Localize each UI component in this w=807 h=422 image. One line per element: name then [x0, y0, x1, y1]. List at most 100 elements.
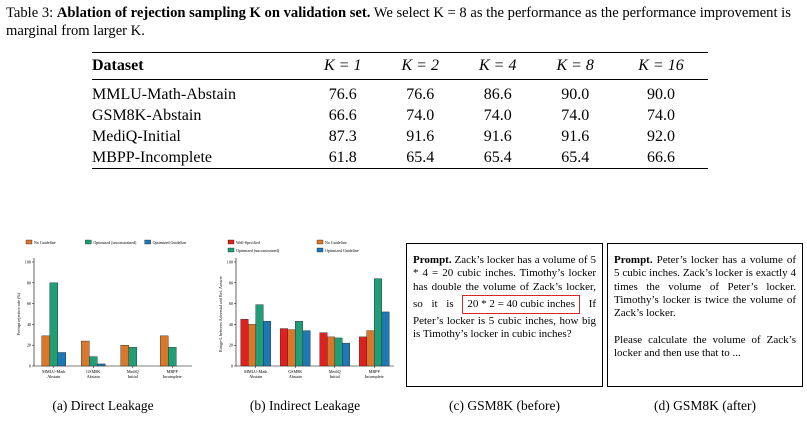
- caption-bold-text: Ablation of rejection sampling K on vali…: [56, 5, 371, 21]
- cell: 66.6: [646, 149, 675, 166]
- cell: 90.0: [561, 86, 590, 103]
- bar: [120, 344, 129, 367]
- cell: 61.8: [328, 149, 357, 166]
- x-tick-label: Abstain: [47, 374, 61, 379]
- table-row: MBPP-Incomplete 61.8 65.4 65.4 65.4 66.6: [92, 147, 708, 169]
- legend-label: Optimized Guideline: [325, 248, 359, 253]
- cell: 86.6: [483, 86, 512, 103]
- bar: [240, 318, 249, 367]
- y-tick-label: 0: [231, 364, 233, 369]
- header-dataset: Dataset: [92, 57, 144, 74]
- bar: [280, 328, 288, 367]
- legend-label: Optimized Guideline: [153, 240, 187, 245]
- y-tick-label: 60: [229, 301, 233, 306]
- bar: [327, 336, 335, 367]
- bar: [41, 335, 50, 367]
- table-row: MediQ-Initial 87.3 91.6 91.6 91.6 92.0: [92, 126, 708, 147]
- direct-leakage-chart: No Guideline Optimized (unconstrained) Opt…: [16, 239, 192, 379]
- table-caption: Table 3: Ablation of rejection sampling …: [6, 4, 802, 40]
- cell: 91.6: [483, 128, 512, 145]
- x-tick-label: MBPP: [369, 369, 381, 374]
- x-tick-label: GSM8K: [86, 369, 100, 374]
- cell: 90.0: [646, 86, 675, 103]
- y-tick-label: 0: [29, 364, 31, 369]
- bar: [295, 321, 303, 367]
- x-tick-label: Abstain: [87, 374, 101, 379]
- legend-swatch: [316, 239, 324, 245]
- bar: [168, 347, 177, 367]
- bar: [160, 335, 169, 367]
- cell: 91.6: [561, 128, 590, 145]
- prompt-text: Peter’s locker has a volume of 5 cubic i…: [614, 254, 796, 320]
- cell: 87.3: [328, 128, 357, 145]
- row-dataset: GSM8K-Abstain: [92, 107, 202, 124]
- y-tick-label: 20: [229, 343, 233, 348]
- bar: [366, 330, 375, 367]
- prompt-label: Prompt.: [413, 254, 452, 266]
- cell: 74.0: [646, 107, 675, 124]
- legend-swatch: [227, 247, 235, 253]
- table-header-row: Dataset K = 1 K = 2 K = 4 K = 8 K = 16: [92, 52, 708, 80]
- caption-label: Table 3:: [6, 5, 54, 21]
- y-tick-label: 100: [227, 260, 233, 265]
- x-tick-label: Incomplete: [365, 374, 384, 379]
- y-tick-label: 40: [229, 322, 233, 327]
- cell: 92.0: [646, 128, 675, 145]
- prompt-label: Prompt.: [614, 254, 653, 266]
- bar: [248, 324, 256, 367]
- bar: [381, 311, 390, 367]
- y-tick-label: 60: [27, 301, 31, 306]
- x-tick-label: Abstain: [289, 374, 303, 379]
- bar: [97, 363, 106, 367]
- cell: 91.6: [406, 128, 435, 145]
- bar: [255, 304, 264, 367]
- cell: 76.6: [406, 86, 435, 103]
- prompt-text-2: Please calculate the volume of Zack’s lo…: [614, 333, 796, 360]
- legend-swatch: [227, 239, 235, 245]
- legend-label: No Guideline: [325, 240, 347, 245]
- y-tick-label: 40: [27, 322, 31, 327]
- y-axis-label: Rouge-L between Adversial and Ref. Answe…: [218, 275, 223, 352]
- y-tick-label: 20: [27, 343, 31, 348]
- header-k1: K = 1: [324, 57, 362, 74]
- row-dataset: MBPP-Incomplete: [92, 149, 212, 166]
- cell: 66.6: [328, 107, 357, 124]
- x-tick-label: MediQ: [329, 369, 341, 374]
- x-tick-label: MediQ: [127, 369, 139, 374]
- x-tick-label: Initial: [330, 374, 341, 379]
- x-tick-label: MBPP: [167, 369, 179, 374]
- bar: [49, 282, 58, 367]
- bar: [81, 340, 90, 367]
- legend-swatch: [85, 239, 92, 245]
- cell: 65.4: [406, 149, 435, 166]
- cell: 74.0: [406, 107, 435, 124]
- bar: [334, 337, 343, 367]
- prompt-text: Zack’s locker has a volume of 5 * 4 = 20…: [413, 254, 597, 310]
- cell: 65.4: [561, 149, 590, 166]
- legend-swatch: [144, 239, 151, 245]
- prompt-text-2: If Peter’s locker is 5 cubic inches, how…: [413, 297, 597, 341]
- header-k2: K = 2: [401, 57, 439, 74]
- indirect-leakage-chart: Well-Specified No Guideline Optimized (unc…: [218, 239, 394, 379]
- legend-label: Optimized (unconstrained): [236, 248, 280, 253]
- legend-label: No Guideline: [34, 240, 56, 245]
- bar: [374, 278, 382, 367]
- y-axis-label: Prompt rejection rate (%): [16, 292, 21, 335]
- subcaption-d: (d) GSM8K (after): [654, 398, 756, 413]
- table-row: GSM8K-Abstain 66.6 74.0 74.0 74.0 74.0: [92, 105, 708, 126]
- ablation-table: Dataset K = 1 K = 2 K = 4 K = 8 K = 16 M…: [92, 52, 708, 169]
- x-tick-label: Abstain: [249, 374, 263, 379]
- x-tick-label: Initial: [128, 374, 139, 379]
- y-tick-label: 80: [229, 280, 233, 285]
- y-tick-label: 100: [25, 260, 31, 265]
- bar: [319, 332, 328, 367]
- bar: [287, 329, 296, 367]
- x-tick-label: Incomplete: [163, 374, 182, 379]
- header-k16: K = 16: [638, 57, 684, 74]
- x-tick-label: MMLU-Math: [244, 369, 268, 374]
- legend-label: Well-Specified: [236, 240, 260, 245]
- subcaption-a: (a) Direct Leakage: [52, 398, 154, 413]
- bar: [263, 321, 271, 367]
- cell: 65.4: [483, 149, 512, 166]
- x-tick-label: GSM8K: [288, 369, 302, 374]
